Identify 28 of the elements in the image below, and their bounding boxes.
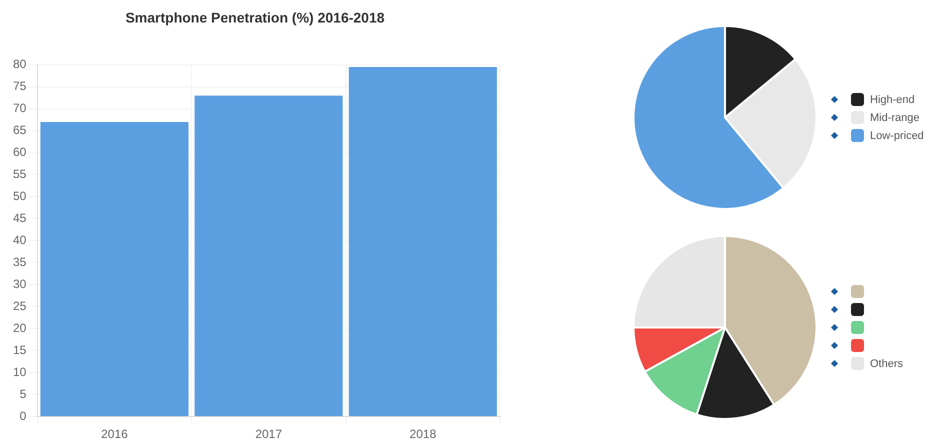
chart-title: Smartphone Penetration (%) 2016-2018 (125, 9, 385, 26)
y-tick-label: 35 (12, 255, 27, 269)
y-tick-label: 50 (12, 189, 27, 204)
y-tick-label: 20 (12, 320, 27, 335)
y-tick-label: 0 (20, 408, 27, 423)
y-tick-label: 40 (12, 233, 27, 248)
y-tick-label: 55 (12, 167, 27, 182)
bar (194, 96, 343, 416)
y-tick-label: 5 (20, 386, 27, 401)
x-tick-label: 2018 (410, 427, 437, 442)
y-tick-label: 80 (12, 57, 27, 72)
legend-label: Mid-range (870, 112, 920, 124)
bar (40, 122, 189, 416)
y-tick-label: 25 (12, 298, 27, 313)
x-tick-label: 2017 (255, 427, 282, 442)
bar (348, 67, 497, 416)
y-tick-label: 15 (12, 342, 27, 357)
legend-label: High-end (870, 94, 915, 106)
y-tick-label: 70 (12, 101, 27, 116)
y-tick-label: 10 (12, 364, 27, 379)
legend-label: Low-priced (870, 130, 924, 142)
y-tick-label: 75 (12, 79, 27, 94)
y-tick-label: 65 (12, 123, 27, 138)
legend-label: Others (870, 358, 904, 370)
y-tick-label: 60 (12, 145, 27, 160)
y-tick-label: 30 (12, 276, 27, 291)
x-tick-label: 2016 (101, 427, 128, 442)
y-tick-label: 45 (12, 211, 27, 226)
